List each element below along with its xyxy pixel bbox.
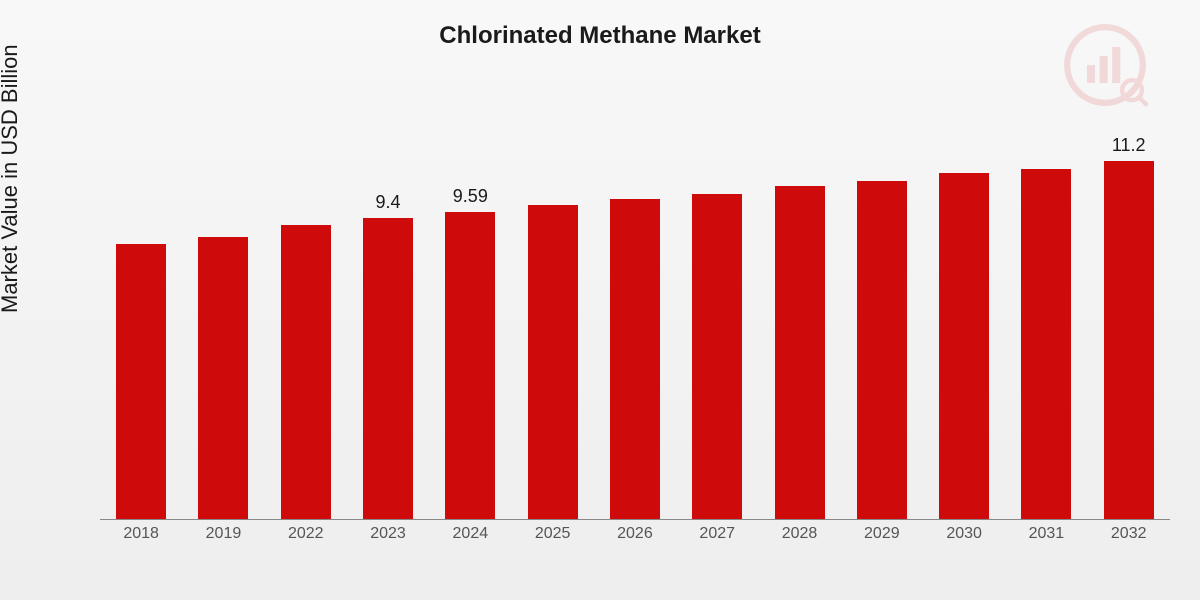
bar-group: [512, 179, 594, 519]
y-axis-label: Market Value in USD Billion: [0, 44, 23, 313]
bar: [1021, 169, 1071, 519]
x-tick-label: 2025: [512, 525, 594, 543]
x-tick-label: 2029: [841, 525, 923, 543]
x-tick-label: 2026: [594, 525, 676, 543]
bars-container: 9.4 9.59 11.2: [100, 120, 1170, 519]
bar-group: [182, 211, 264, 519]
bar: [1104, 161, 1154, 519]
x-tick-label: 2031: [1005, 525, 1087, 543]
x-tick-label: 2018: [100, 525, 182, 543]
chart-title: Chlorinated Methane Market: [0, 22, 1200, 50]
x-tick-label: 2032: [1088, 525, 1170, 543]
bar: [445, 212, 495, 519]
bar-group: [100, 218, 182, 519]
bar-group: [265, 199, 347, 519]
bar-group: [676, 168, 758, 519]
bar-group: 11.2: [1088, 135, 1170, 519]
bar: [692, 194, 742, 519]
x-tick-label: 2022: [265, 525, 347, 543]
x-tick-label: 2023: [347, 525, 429, 543]
bar-group: [594, 173, 676, 519]
bar-value-label: 11.2: [1112, 135, 1146, 157]
bar: [281, 225, 331, 519]
bar-group: 9.4: [347, 192, 429, 519]
bar: [116, 244, 166, 519]
bar: [857, 181, 907, 519]
bar: [939, 173, 989, 519]
bar: [610, 199, 660, 519]
bar-value-label: 9.4: [376, 192, 401, 214]
bar: [198, 237, 248, 519]
bar: [528, 205, 578, 519]
x-tick-label: 2024: [429, 525, 511, 543]
plot-area: 9.4 9.59 11.2: [100, 120, 1170, 520]
bar-group: [923, 147, 1005, 519]
x-tick-label: 2030: [923, 525, 1005, 543]
bar-group: [759, 160, 841, 519]
bar-group: [841, 155, 923, 519]
bar-group: 9.59: [429, 186, 511, 519]
watermark-logo: [1060, 20, 1150, 110]
bar-group: [1005, 143, 1087, 519]
x-axis-labels: 2018201920222023202420252026202720282029…: [100, 525, 1170, 543]
bar: [363, 218, 413, 519]
bar: [775, 186, 825, 519]
x-tick-label: 2019: [182, 525, 264, 543]
x-tick-label: 2027: [676, 525, 758, 543]
bar-value-label: 9.59: [453, 186, 488, 208]
x-tick-label: 2028: [759, 525, 841, 543]
